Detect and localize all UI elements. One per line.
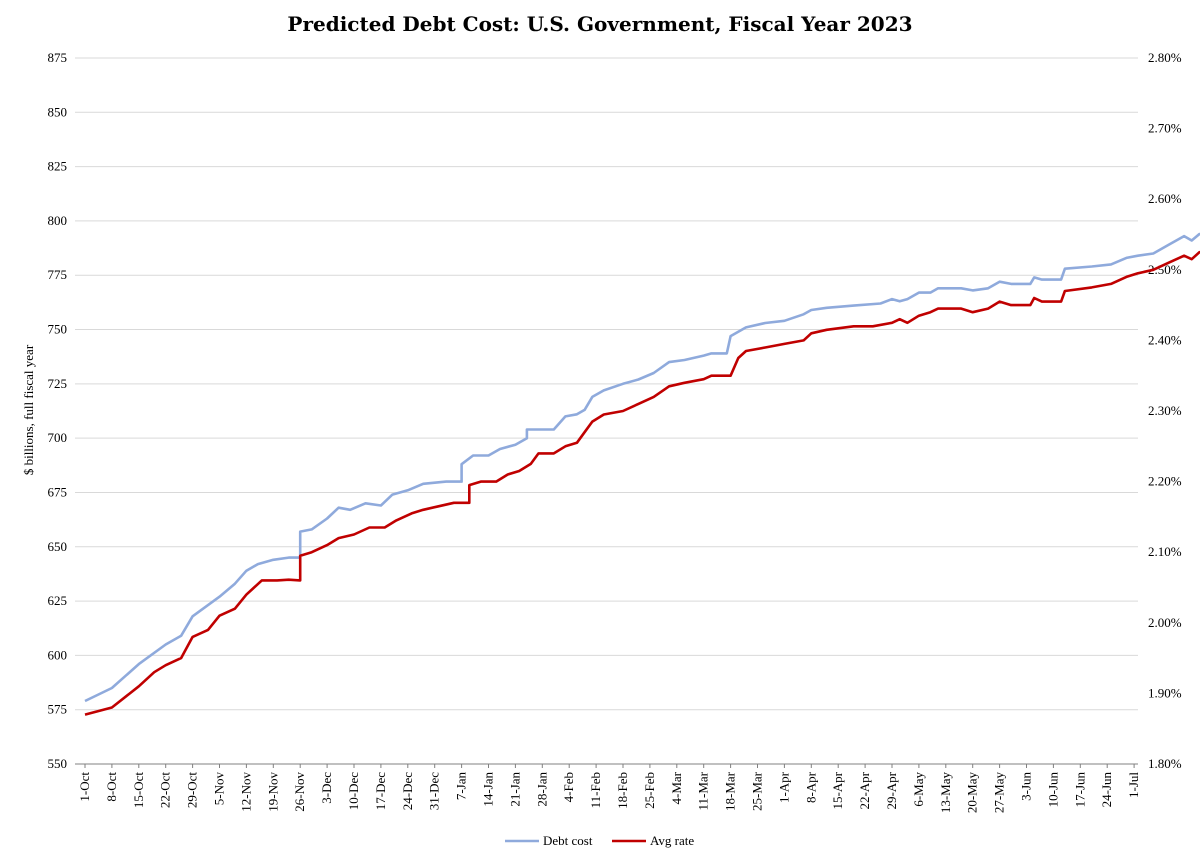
left-tick-label: 625 [48,593,68,608]
x-tick-label: 27-May [992,772,1007,814]
x-tick-label: 19-Nov [265,772,280,812]
x-tick-label: 11-Feb [588,772,603,808]
left-tick-label: 550 [48,756,68,771]
left-axis-ticks: 550 575 600 625 650 675 700 725 750 775 800 825 850 8… [48,50,68,771]
right-tick-label: 2.80% [1148,50,1182,65]
x-tick-label: 22-Apr [857,771,872,809]
legend: Debt cost Avg rate [505,833,694,848]
x-axis-ticks: 1-Oct 8-Oct 15-Oct 22-Oct 29-Oct 5-Nov 12-Nov 1… [77,764,1141,813]
x-tick-label: 24-Dec [400,772,415,810]
left-tick-label: 600 [48,647,68,662]
chart-title: Predicted Debt Cost: U.S. Government, Fi… [287,12,912,36]
x-tick-label: 15-Oct [131,772,146,808]
x-tick-label: 8-Apr [803,771,818,803]
right-tick-label: 1.80% [1148,756,1182,771]
left-tick-label: 875 [48,50,68,65]
legend-label: Avg rate [650,833,694,848]
x-tick-label: 31-Dec [427,772,442,810]
series-line-avg-rate [84,250,1200,716]
x-tick-label: 7-Jan [454,772,469,801]
right-tick-label: 2.70% [1148,121,1182,136]
x-tick-label: 18-Mar [723,771,738,811]
left-tick-label: 825 [48,159,68,174]
right-tick-label: 2.00% [1148,615,1182,630]
x-tick-label: 25-Feb [642,772,657,809]
series-layer [84,232,1200,716]
left-tick-label: 750 [48,322,68,337]
x-tick-label: 10-Jun [1045,772,1060,808]
x-tick-label: 28-Jan [534,772,549,807]
x-tick-label: 12-Nov [238,772,253,812]
right-tick-label: 2.20% [1148,474,1182,489]
right-tick-label: 2.10% [1148,544,1182,559]
x-tick-label: 1-Oct [77,772,92,802]
x-tick-label: 15-Apr [830,771,845,809]
x-tick-label: 25-Mar [750,771,765,811]
x-tick-label: 17-Jun [1072,772,1087,808]
left-tick-label: 800 [48,213,68,228]
left-tick-label: 700 [48,430,68,445]
x-tick-label: 8-Oct [104,772,119,802]
x-tick-label: 29-Apr [884,771,899,809]
x-tick-label: 5-Nov [212,772,227,806]
x-tick-label: 20-May [965,772,980,814]
x-tick-label: 4-Mar [669,771,684,804]
x-tick-label: 24-Jun [1099,772,1114,808]
x-tick-label: 17-Dec [373,772,388,810]
left-tick-label: 775 [48,267,68,282]
x-tick-label: 29-Oct [185,772,200,808]
x-tick-label: 13-May [938,772,953,814]
x-tick-label: 18-Feb [615,772,630,809]
y-axis-label: $ billions, full fiscal year [21,344,36,475]
left-tick-label: 725 [48,376,68,391]
x-tick-label: 11-Mar [696,771,711,810]
legend-label: Debt cost [543,833,593,848]
right-tick-label: 1.90% [1148,685,1182,700]
grid-layer [75,57,1138,711]
x-tick-label: 22-Oct [158,772,173,808]
x-tick-label: 14-Jan [481,772,496,807]
x-tick-label: 1-Jul [1126,772,1141,798]
left-tick-label: 675 [48,484,68,499]
x-tick-label: 3-Dec [319,772,334,804]
x-tick-label: 10-Dec [346,772,361,810]
x-tick-label: 1-Apr [776,771,791,803]
right-tick-label: 2.40% [1148,332,1182,347]
right-tick-label: 2.30% [1148,403,1182,418]
x-tick-label: 26-Nov [292,772,307,812]
right-axis-ticks: 1.80% 1.90% 2.00% 2.10% 2.20% 2.30% 2.40% 2.50%… [1148,50,1182,771]
left-tick-label: 850 [48,104,68,119]
x-tick-label: 21-Jan [507,772,522,807]
x-tick-label: 4-Feb [561,772,576,802]
right-tick-label: 2.50% [1148,262,1182,277]
x-tick-label: 6-May [911,772,926,807]
left-tick-label: 650 [48,539,68,554]
series-line-debt-cost [84,232,1200,703]
left-tick-label: 575 [48,702,68,717]
right-tick-label: 2.60% [1148,191,1182,206]
x-tick-label: 3-Jun [1019,772,1034,801]
